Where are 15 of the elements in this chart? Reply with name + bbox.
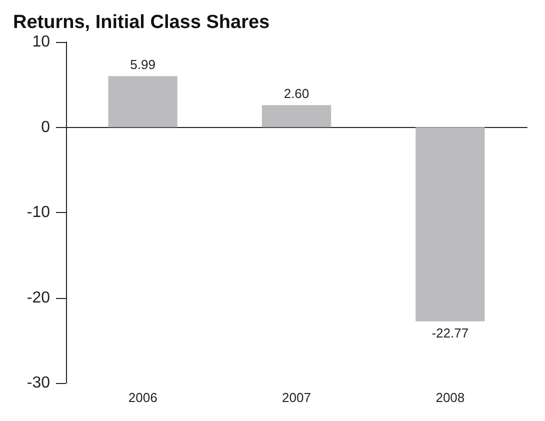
- data-label: 5.99: [130, 57, 156, 72]
- y-tick-label: -20: [26, 289, 50, 306]
- x-tick-label: 2007: [282, 390, 311, 405]
- y-tick-label: 10: [32, 34, 50, 50]
- y-tick-label: -10: [26, 204, 50, 221]
- bar: [416, 127, 485, 322]
- y-tick-label: -30: [26, 374, 50, 392]
- bar: [262, 105, 332, 128]
- data-label: 2.60: [284, 86, 310, 102]
- x-tick-label: 2008: [436, 390, 465, 405]
- data-label: -22.77: [432, 325, 469, 340]
- bar: [108, 76, 178, 128]
- x-tick-label: 2006: [128, 390, 158, 405]
- chart-title: Returns, Initial Class Shares: [13, 12, 270, 33]
- y-tick-label: 0: [41, 118, 50, 136]
